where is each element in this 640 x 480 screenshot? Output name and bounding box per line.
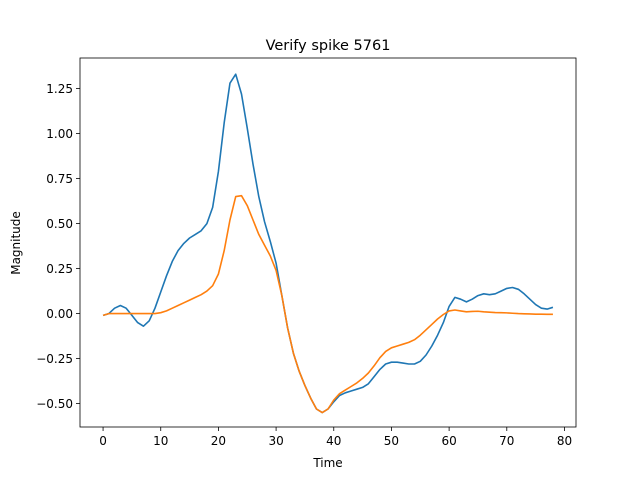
x-tick-label: 0 [99,434,107,448]
y-axis: −0.50 −0.25 0.00 0.25 0.50 0.75 1.00 1.25 [36,82,80,411]
series-layer [102,73,554,414]
x-tick-label: 40 [326,434,341,448]
y-tick-label: −0.50 [36,397,73,411]
y-tick-label: −0.25 [36,352,73,366]
chart-title: Verify spike 5761 [266,38,391,54]
y-tick-label: 0.25 [46,262,73,276]
plot-frame [79,57,577,428]
x-tick-label: 60 [441,434,456,448]
x-tick-label: 50 [384,434,399,448]
x-tick-label: 20 [211,434,226,448]
x-tick-label: 70 [499,434,514,448]
y-tick-label: 1.00 [46,127,73,141]
y-tick-label: 0.00 [46,307,73,321]
x-tick-label: 10 [153,434,168,448]
x-tick-label: 80 [557,434,572,448]
x-axis: 0 10 20 30 40 50 60 70 80 [99,427,572,448]
x-tick-label: 30 [268,434,283,448]
y-tick-label: 0.75 [46,172,73,186]
x-axis-label: Time [312,456,342,470]
y-tick-label: 1.25 [46,82,73,96]
series-line-2 [102,194,553,414]
y-axis-label: Magnitude [9,211,23,275]
y-tick-label: 0.50 [46,217,73,231]
